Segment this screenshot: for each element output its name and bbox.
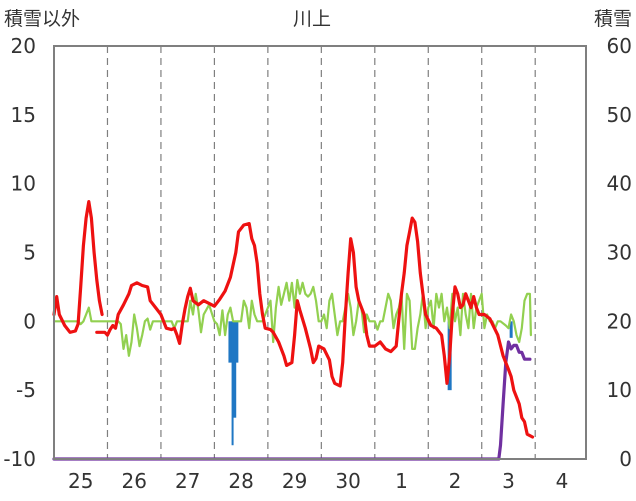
x-tick-label: 4 [556,469,569,493]
precipitation-bar [509,321,513,338]
temperature-line [95,216,535,439]
precipitation-bar [233,321,237,418]
left-tick-label: 15 [11,103,36,127]
left-tick-label: 0 [23,309,36,333]
snow_depth-line [52,340,532,461]
plot-frame [53,45,587,460]
x-tick-label: 30 [335,469,360,493]
temperature-line [52,200,104,334]
chart-title: 川上 [293,8,331,30]
precipitation-bar [235,321,239,363]
grid-lines [106,46,536,459]
x-tick-label: 1 [395,469,408,493]
right-axis-ticks: 60 50 40 30 20 10 0 [607,34,632,471]
x-tick-label: 25 [68,469,93,493]
left-tick-label: -5 [16,378,36,402]
right-tick-label: 60 [607,34,632,58]
left-tick-label: 20 [11,34,36,58]
x-tick-label: 27 [175,469,200,493]
right-tick-label: 50 [607,103,632,127]
x-tick-label: 26 [121,469,146,493]
precipitation-bar [231,321,234,446]
left-tick-label: 5 [23,241,36,265]
right-tick-label: 0 [619,447,632,471]
x-tick-label: 3 [502,469,515,493]
series-lines [52,200,535,461]
x-tick-label: 2 [449,469,462,493]
x-axis-ticks: 25 26 27 28 29 30 1 2 3 4 [68,469,568,493]
left-axis-ticks: 20 15 10 5 0 -5 -10 [3,34,36,471]
right-tick-label: 20 [607,309,632,333]
left-axis-label: 積雪以外 [4,8,80,30]
right-tick-label: 40 [607,172,632,196]
right-tick-label: 10 [607,378,632,402]
precipitation-bar [228,321,233,363]
sunshine-line [52,278,533,357]
right-axis-label: 積雪 [594,8,632,30]
x-tick-label: 29 [282,469,307,493]
left-tick-label: 10 [11,172,36,196]
x-tick-label: 28 [228,469,253,493]
right-tick-label: 30 [607,241,632,265]
left-tick-label: -10 [3,447,36,471]
